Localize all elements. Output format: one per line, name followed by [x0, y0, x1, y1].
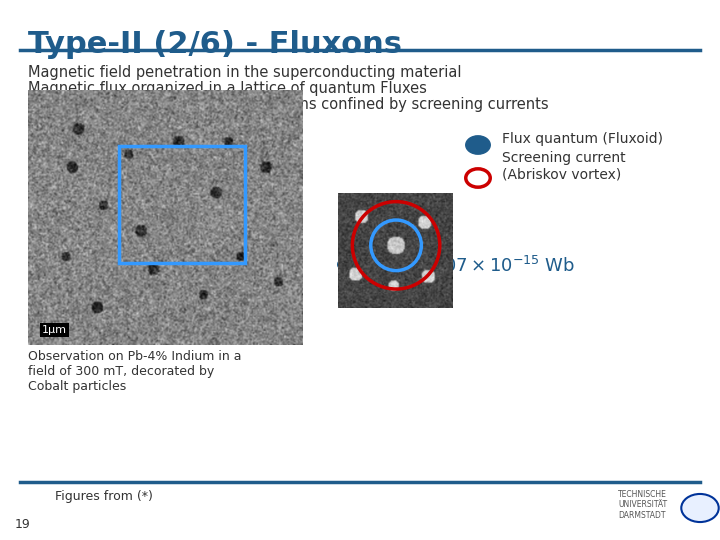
- Text: Magnetic field penetration in the superconducting material: Magnetic field penetration in the superc…: [28, 65, 462, 80]
- Text: 19: 19: [15, 518, 31, 531]
- Text: Flux quantum (Fluxoid): Flux quantum (Fluxoid): [502, 132, 663, 146]
- Text: $\Phi_0 = \dfrac{h}{2e} = 2.07 \times 10^{-15}$ Wb: $\Phi_0 = \dfrac{h}{2e} = 2.07 \times 10…: [335, 248, 575, 285]
- Text: TECHNISCHE
UNIVERSITÄT
DARMSTADT: TECHNISCHE UNIVERSITÄT DARMSTADT: [618, 490, 667, 520]
- Text: Observation on Pb-4% Indium in a
field of 300 mT, decorated by
Cobalt particles: Observation on Pb-4% Indium in a field o…: [28, 350, 241, 393]
- Text: Screening current
(Abriskov vortex): Screening current (Abriskov vortex): [502, 151, 626, 181]
- Text: Type-II (2/6) - Fluxons: Type-II (2/6) - Fluxons: [28, 30, 402, 59]
- Text: CERN: CERN: [690, 504, 711, 510]
- Text: Figures from (*): Figures from (*): [55, 490, 153, 503]
- Text: Fluxoid:: Fluxoid:: [338, 225, 407, 240]
- Bar: [119, 146, 246, 264]
- Text: Flux lines determining resistive regions confined by screening currents: Flux lines determining resistive regions…: [28, 97, 549, 112]
- Text: Magnetic flux organized in a lattice of quantum Fluxes: Magnetic flux organized in a lattice of …: [28, 81, 427, 96]
- Text: 1μm: 1μm: [42, 325, 67, 335]
